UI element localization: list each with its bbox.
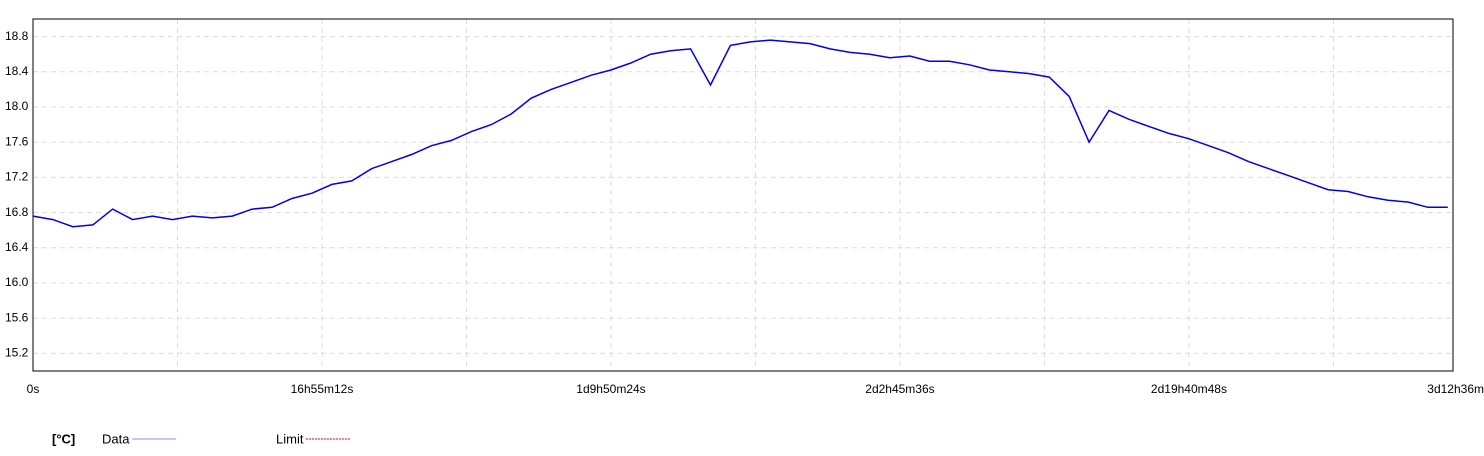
- x-tick-label: 3d12h36m: [1427, 382, 1484, 396]
- x-tick-label: 1d9h50m24s: [576, 382, 645, 396]
- y-tick-label: 15.2: [5, 346, 29, 360]
- plot-frame: [32, 18, 1454, 372]
- x-tick-label: 2d19h40m48s: [1151, 382, 1227, 396]
- y-tick-label: 16.8: [5, 205, 29, 219]
- x-tick-label: 2d2h45m36s: [865, 382, 934, 396]
- data-line: [32, 39, 1448, 228]
- y-tick-label: 16.0: [5, 275, 29, 289]
- y-tick-label: 18.4: [5, 64, 29, 78]
- y-unit-label: [°C]: [52, 431, 75, 446]
- y-tick-label: 15.6: [5, 310, 29, 324]
- y-tick-label: 18.8: [5, 29, 29, 43]
- y-tick-label: 17.2: [5, 170, 29, 184]
- x-tick-label: 0s: [27, 382, 40, 396]
- legend-label: Limit: [276, 431, 304, 446]
- y-tick-label: 18.0: [5, 99, 29, 113]
- legend-label: Data: [102, 431, 130, 446]
- x-tick-label: 16h55m12s: [291, 382, 354, 396]
- y-tick-label: 16.4: [5, 240, 29, 254]
- y-tick-label: 17.6: [5, 134, 29, 148]
